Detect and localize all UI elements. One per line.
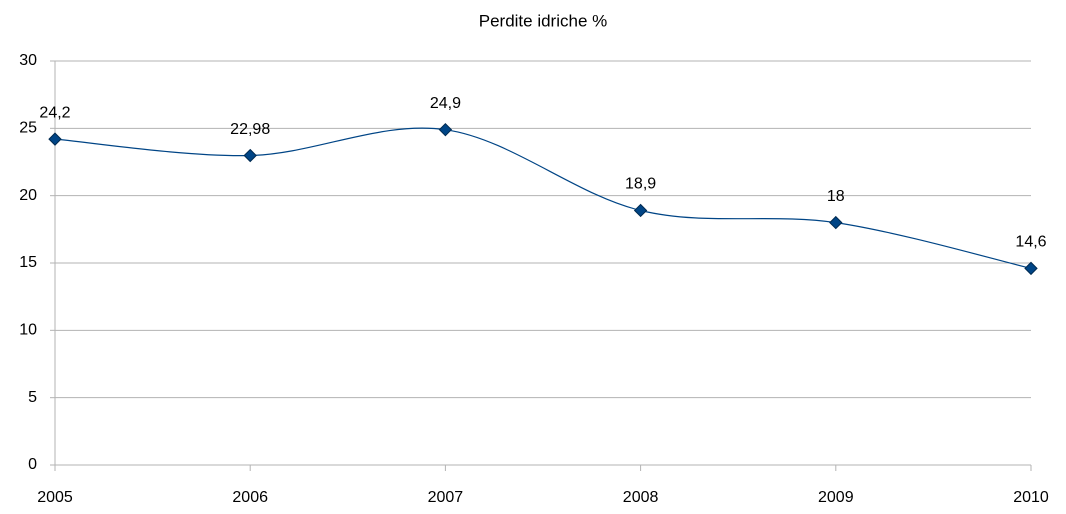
data-label: 18,9	[625, 176, 656, 193]
marker	[1024, 261, 1038, 276]
x-tick-label: 2006	[232, 489, 268, 506]
y-tick-label: 5	[28, 389, 37, 406]
x-tick-label: 2007	[428, 489, 464, 506]
marker	[48, 132, 62, 146]
marker	[243, 148, 257, 163]
data-label: 24,2	[39, 104, 70, 121]
marker	[438, 122, 453, 137]
data-label: 18	[827, 188, 845, 205]
y-tick-label: 10	[19, 322, 37, 339]
data-label: 14,6	[1015, 234, 1046, 251]
y-tick-label: 30	[19, 52, 37, 69]
marker	[829, 215, 843, 230]
chart-title: Perdite idriche %	[479, 11, 608, 30]
x-tick-label: 2010	[1013, 489, 1049, 506]
y-tick-label: 20	[19, 187, 37, 204]
y-tick-label: 25	[19, 120, 37, 137]
x-tick-label: 2005	[37, 489, 73, 506]
series-line	[54, 127, 1032, 269]
x-tick-label: 2009	[818, 489, 854, 506]
y-tick-label: 15	[19, 254, 37, 271]
data-label: 24,9	[430, 95, 461, 112]
x-tick-label: 2008	[623, 489, 659, 506]
y-tick-label: 0	[28, 456, 37, 473]
data-label: 22,98	[230, 121, 270, 138]
marker	[633, 203, 648, 218]
